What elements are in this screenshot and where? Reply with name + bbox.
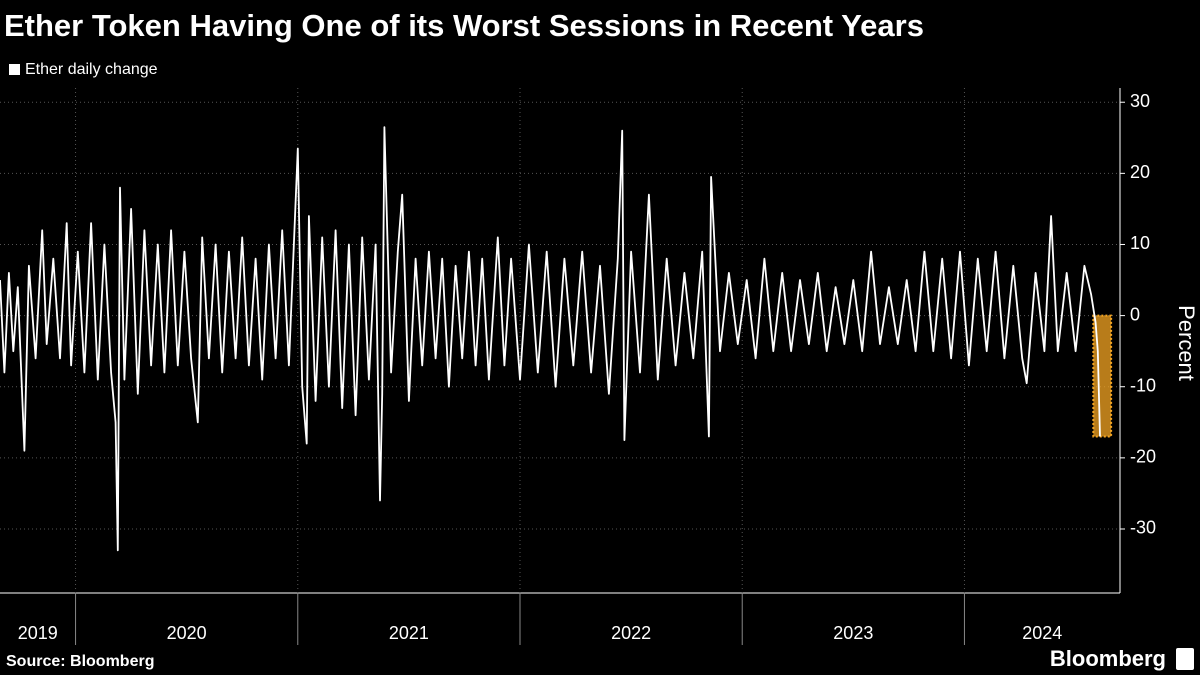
y-tick-label: 0 (1130, 304, 1140, 324)
x-tick-label: 2020 (167, 623, 207, 643)
data-line (0, 126, 1101, 552)
brand-icon (1176, 648, 1194, 670)
chart-title: Ether Token Having One of its Worst Sess… (4, 8, 924, 43)
x-tick-label: 2019 (18, 623, 58, 643)
y-tick-label: 10 (1130, 233, 1150, 253)
y-tick-label: -10 (1130, 375, 1156, 395)
y-axis-label: Percent (1174, 305, 1199, 381)
legend-swatch (9, 64, 20, 75)
legend-label: Ether daily change (25, 61, 158, 78)
y-tick-label: 20 (1130, 162, 1150, 182)
x-tick-label: 2022 (611, 623, 651, 643)
x-tick-label: 2024 (1022, 623, 1062, 643)
y-tick-label: -20 (1130, 447, 1156, 467)
y-tick-label: 30 (1130, 91, 1150, 111)
x-tick-label: 2021 (389, 623, 429, 643)
source: Source: Bloomberg (6, 653, 154, 670)
x-tick-label: 2023 (833, 623, 873, 643)
y-tick-label: -30 (1130, 518, 1156, 538)
brand: Bloomberg (1050, 646, 1166, 671)
